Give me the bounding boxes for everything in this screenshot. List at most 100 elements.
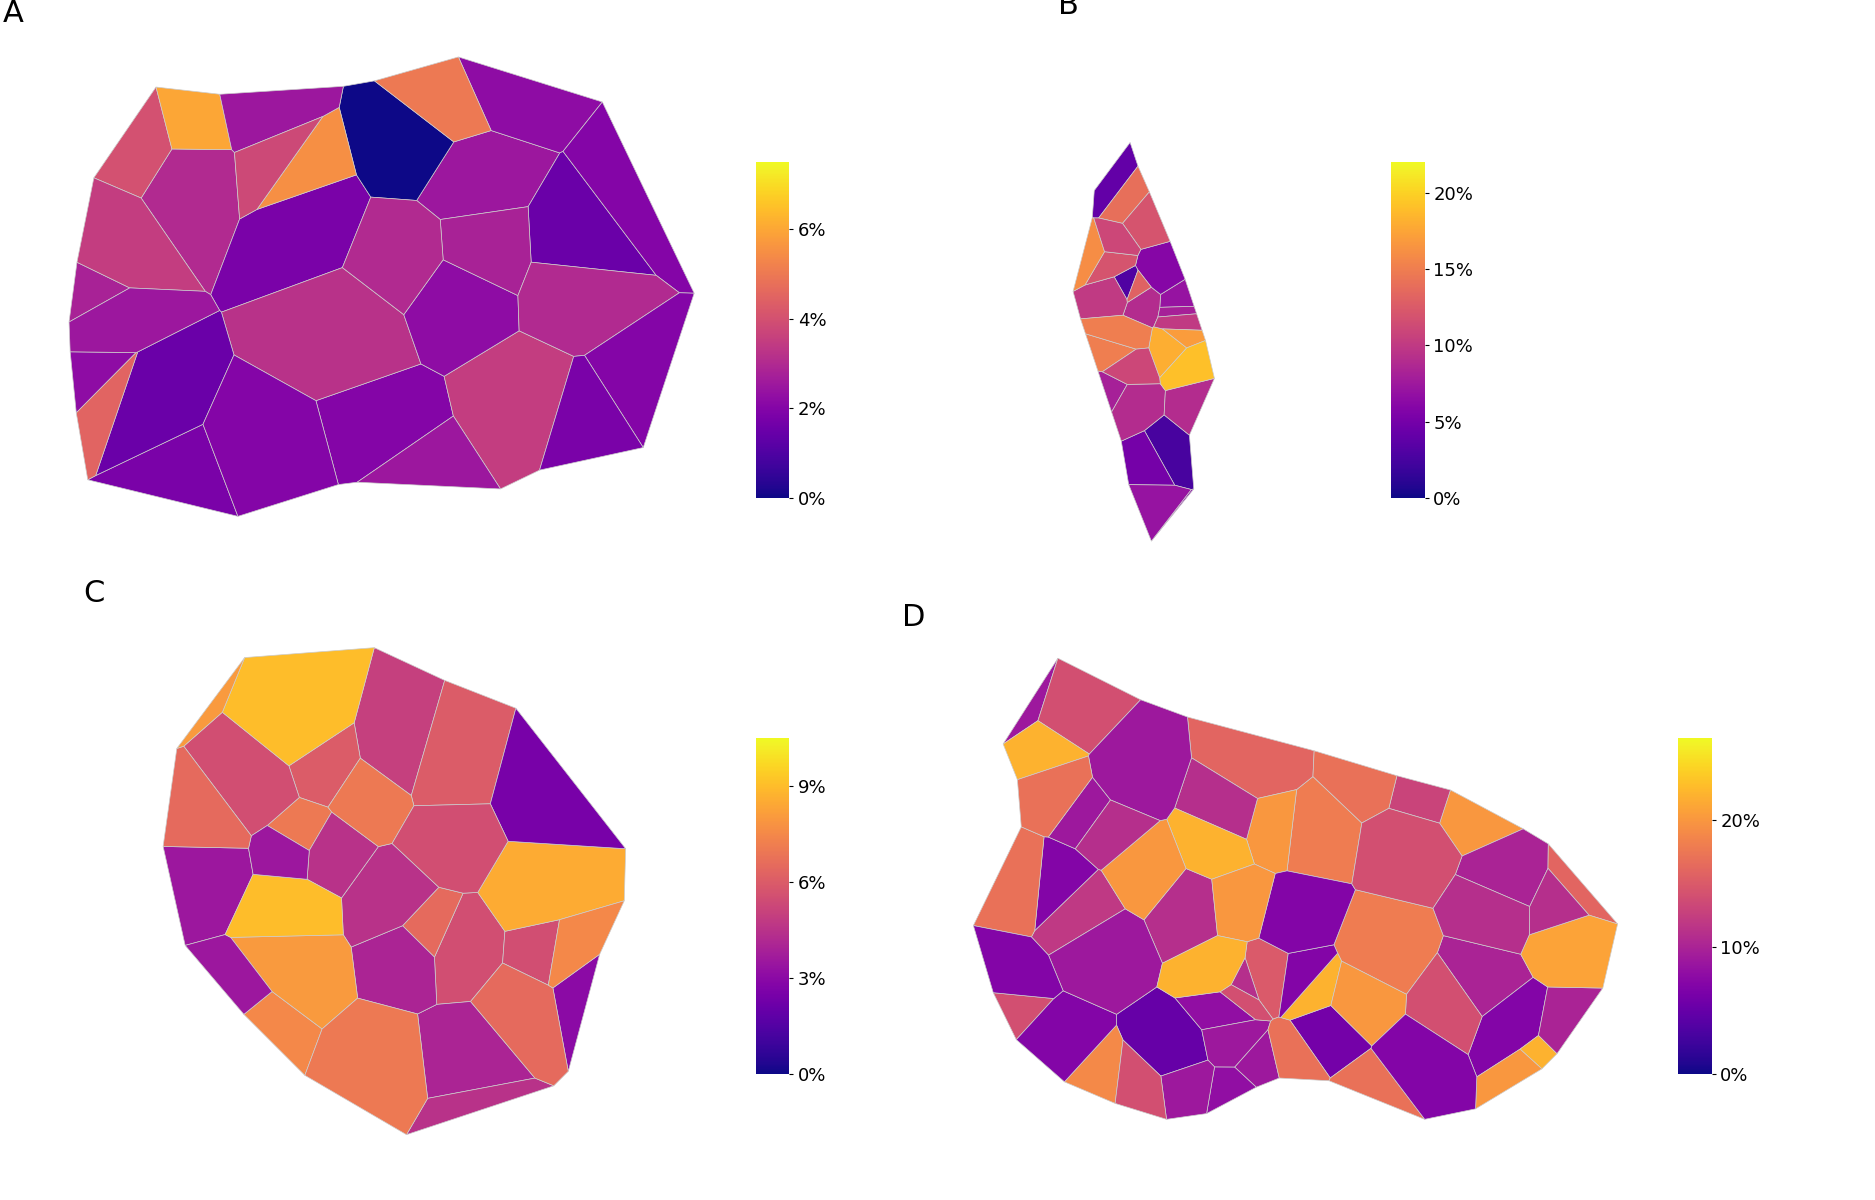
Polygon shape (1521, 1036, 1556, 1069)
Polygon shape (1093, 218, 1140, 256)
Polygon shape (1329, 1049, 1425, 1120)
Polygon shape (1530, 869, 1588, 935)
Polygon shape (219, 86, 343, 152)
Polygon shape (1455, 829, 1549, 906)
Polygon shape (1159, 306, 1196, 317)
Polygon shape (1116, 1040, 1166, 1120)
Polygon shape (375, 56, 491, 142)
Polygon shape (69, 352, 137, 413)
Polygon shape (1432, 875, 1530, 954)
Polygon shape (202, 355, 338, 516)
Polygon shape (1159, 341, 1215, 390)
Polygon shape (163, 746, 251, 848)
Polygon shape (186, 935, 272, 1014)
Polygon shape (69, 263, 129, 322)
Polygon shape (1371, 1014, 1478, 1120)
Polygon shape (553, 954, 600, 1072)
Polygon shape (1003, 721, 1089, 780)
Polygon shape (1161, 280, 1194, 307)
Polygon shape (1161, 1060, 1215, 1120)
Polygon shape (1468, 977, 1547, 1076)
Polygon shape (1440, 790, 1522, 856)
Polygon shape (184, 713, 300, 836)
Polygon shape (1281, 953, 1342, 1020)
Polygon shape (341, 844, 439, 947)
Polygon shape (403, 259, 519, 377)
Polygon shape (1286, 776, 1361, 884)
Polygon shape (1129, 485, 1191, 541)
Polygon shape (210, 175, 371, 312)
Polygon shape (1268, 1018, 1329, 1081)
Polygon shape (411, 680, 516, 805)
Polygon shape (435, 893, 504, 1004)
Polygon shape (1352, 809, 1462, 908)
Polygon shape (1333, 889, 1444, 995)
Polygon shape (1121, 431, 1176, 485)
Polygon shape (1089, 700, 1191, 821)
Polygon shape (249, 826, 309, 880)
Polygon shape (1176, 992, 1256, 1030)
Polygon shape (94, 88, 172, 198)
Polygon shape (1112, 384, 1166, 442)
Polygon shape (257, 107, 356, 210)
Text: A: A (4, 0, 24, 28)
Polygon shape (77, 352, 137, 480)
Polygon shape (351, 925, 437, 1014)
Polygon shape (1406, 953, 1481, 1055)
Polygon shape (1521, 916, 1618, 988)
Polygon shape (1157, 936, 1247, 998)
Polygon shape (1144, 415, 1194, 490)
Polygon shape (234, 116, 322, 220)
Polygon shape (1245, 938, 1288, 1019)
Polygon shape (1247, 790, 1297, 874)
Polygon shape (1232, 958, 1258, 1000)
Polygon shape (1018, 756, 1093, 838)
Polygon shape (444, 331, 574, 488)
Polygon shape (973, 925, 1063, 998)
Polygon shape (1003, 659, 1058, 744)
Polygon shape (1065, 1025, 1123, 1103)
Polygon shape (1116, 986, 1208, 1076)
Polygon shape (176, 658, 244, 749)
Text: C: C (84, 578, 105, 608)
Polygon shape (356, 416, 501, 488)
Polygon shape (244, 991, 322, 1075)
Polygon shape (418, 1002, 534, 1098)
Polygon shape (1035, 836, 1099, 931)
Polygon shape (1123, 287, 1161, 328)
Polygon shape (1538, 986, 1603, 1054)
Polygon shape (1102, 348, 1161, 384)
Polygon shape (503, 919, 559, 985)
Polygon shape (317, 364, 454, 485)
Polygon shape (343, 197, 442, 314)
Polygon shape (1476, 1049, 1541, 1109)
Polygon shape (392, 804, 508, 893)
Polygon shape (1072, 277, 1127, 319)
Polygon shape (994, 992, 1054, 1039)
Polygon shape (1099, 371, 1127, 412)
Polygon shape (1127, 270, 1151, 302)
Polygon shape (1099, 166, 1149, 223)
Polygon shape (69, 288, 219, 353)
Polygon shape (221, 268, 422, 401)
Polygon shape (141, 149, 240, 295)
Polygon shape (1202, 1020, 1271, 1067)
Polygon shape (163, 846, 253, 946)
Polygon shape (96, 311, 234, 475)
Polygon shape (1048, 908, 1162, 1014)
Polygon shape (458, 56, 602, 152)
Polygon shape (540, 355, 643, 470)
Polygon shape (225, 875, 343, 937)
Polygon shape (308, 812, 379, 898)
Polygon shape (491, 708, 626, 848)
Polygon shape (1039, 659, 1140, 754)
Polygon shape (223, 648, 375, 766)
Polygon shape (1221, 985, 1273, 1021)
Polygon shape (339, 80, 454, 200)
Polygon shape (1389, 775, 1451, 823)
Text: B: B (1058, 0, 1080, 20)
Polygon shape (1331, 961, 1406, 1046)
Polygon shape (289, 722, 360, 808)
Polygon shape (1162, 329, 1206, 348)
Polygon shape (1549, 844, 1618, 924)
